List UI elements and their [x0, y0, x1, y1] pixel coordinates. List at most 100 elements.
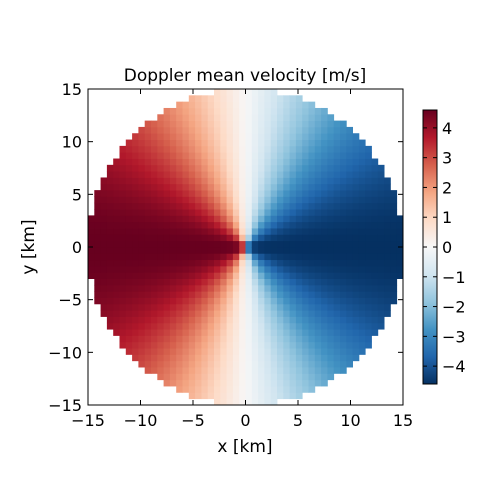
heatmap-cell: [119, 297, 127, 305]
heatmap-cell: [377, 190, 385, 197]
heatmap-cell: [195, 221, 202, 229]
heatmap-cell: [176, 253, 183, 261]
heatmap-cell: [188, 303, 196, 311]
heatmap-cell: [207, 265, 215, 273]
heatmap-cell: [151, 171, 158, 178]
heatmap-cell: [258, 89, 265, 96]
heatmap-cell: [302, 253, 309, 261]
heatmap-cell: [239, 145, 246, 153]
heatmap-cell: [270, 379, 278, 387]
heatmap-cell: [258, 329, 265, 336]
heatmap-cell: [144, 240, 152, 248]
heatmap-cell: [182, 209, 190, 216]
heatmap-cell: [100, 183, 108, 191]
heatmap-cell: [138, 152, 146, 159]
x-tick-label: 15: [393, 411, 413, 430]
heatmap-cell: [144, 126, 152, 134]
heatmap-cell: [232, 158, 240, 166]
heatmap-cell: [365, 164, 372, 172]
heatmap-cell: [295, 253, 303, 261]
heatmap-cell: [220, 278, 227, 286]
heatmap-cell: [327, 284, 335, 292]
heatmap-cell: [270, 253, 278, 261]
heatmap-cell: [195, 171, 202, 178]
heatmap-cell: [283, 114, 290, 121]
heatmap-cell: [277, 139, 284, 147]
heatmap-cell: [239, 272, 246, 279]
heatmap-cell: [314, 177, 322, 185]
heatmap-cell: [188, 284, 196, 292]
heatmap-cell: [314, 265, 322, 273]
heatmap-cell: [132, 247, 139, 254]
heatmap-cell: [358, 316, 366, 324]
heatmap-cell: [163, 107, 171, 115]
heatmap-cell: [352, 152, 360, 159]
heatmap-cell: [302, 234, 309, 242]
heatmap-cell: [340, 228, 347, 235]
colorbar-tick-label: 1: [442, 208, 452, 227]
heatmap-cell: [264, 247, 272, 254]
heatmap-cell: [182, 386, 190, 393]
heatmap-cell: [377, 265, 385, 273]
heatmap-cell: [144, 341, 152, 349]
heatmap-cell: [157, 310, 164, 317]
heatmap-cell: [195, 284, 202, 292]
heatmap-cell: [384, 278, 391, 286]
heatmap-cell: [371, 209, 379, 216]
heatmap-cell: [295, 265, 303, 273]
heatmap-cell: [176, 177, 183, 185]
heatmap-cell: [169, 291, 177, 298]
heatmap-cell: [239, 310, 246, 317]
heatmap-cell: [302, 240, 309, 248]
heatmap-cell: [151, 202, 158, 210]
heatmap-cell: [327, 335, 335, 343]
heatmap-cell: [176, 139, 183, 147]
heatmap-cell: [195, 196, 202, 204]
heatmap-cell: [188, 272, 196, 279]
heatmap-cell: [377, 310, 385, 317]
heatmap-cell: [176, 278, 183, 286]
heatmap-cell: [277, 133, 284, 140]
heatmap-cell: [138, 145, 146, 153]
heatmap-cell: [113, 310, 120, 317]
heatmap-cell: [390, 291, 398, 298]
heatmap-cell: [201, 95, 209, 103]
heatmap-cell: [277, 221, 284, 229]
heatmap-cell: [333, 221, 341, 229]
heatmap-cell: [327, 341, 335, 349]
heatmap-cell: [352, 221, 360, 229]
heatmap-cell: [132, 177, 139, 185]
heatmap-cell: [258, 190, 265, 197]
heatmap-cell: [207, 164, 215, 172]
heatmap-cell: [176, 228, 183, 235]
heatmap-cell: [169, 114, 177, 121]
heatmap-cell: [226, 209, 234, 216]
heatmap-cell: [321, 228, 328, 235]
heatmap-cell: [258, 133, 265, 140]
heatmap-cell: [308, 310, 316, 317]
heatmap-cell: [188, 348, 196, 355]
heatmap-cell: [188, 101, 196, 109]
heatmap-cell: [258, 240, 265, 248]
heatmap-cell: [264, 158, 272, 166]
heatmap-cell: [106, 310, 114, 317]
heatmap-cell: [365, 209, 372, 216]
heatmap-cell: [390, 265, 398, 273]
heatmap-cell: [314, 120, 322, 128]
heatmap-cell: [195, 183, 202, 191]
heatmap-cell: [132, 215, 139, 223]
heatmap-cell: [371, 183, 379, 191]
heatmap-cell: [169, 152, 177, 159]
heatmap-cell: [346, 215, 353, 223]
heatmap-cell: [182, 284, 190, 292]
heatmap-cell: [340, 215, 347, 223]
heatmap-cell: [333, 240, 341, 248]
heatmap-cell: [245, 253, 253, 261]
heatmap-cell: [226, 278, 234, 286]
y-tick-label: −5: [58, 291, 82, 310]
heatmap-cell: [302, 360, 309, 368]
heatmap-cell: [245, 107, 253, 115]
heatmap-cell: [232, 367, 240, 374]
heatmap-cell: [163, 303, 171, 311]
